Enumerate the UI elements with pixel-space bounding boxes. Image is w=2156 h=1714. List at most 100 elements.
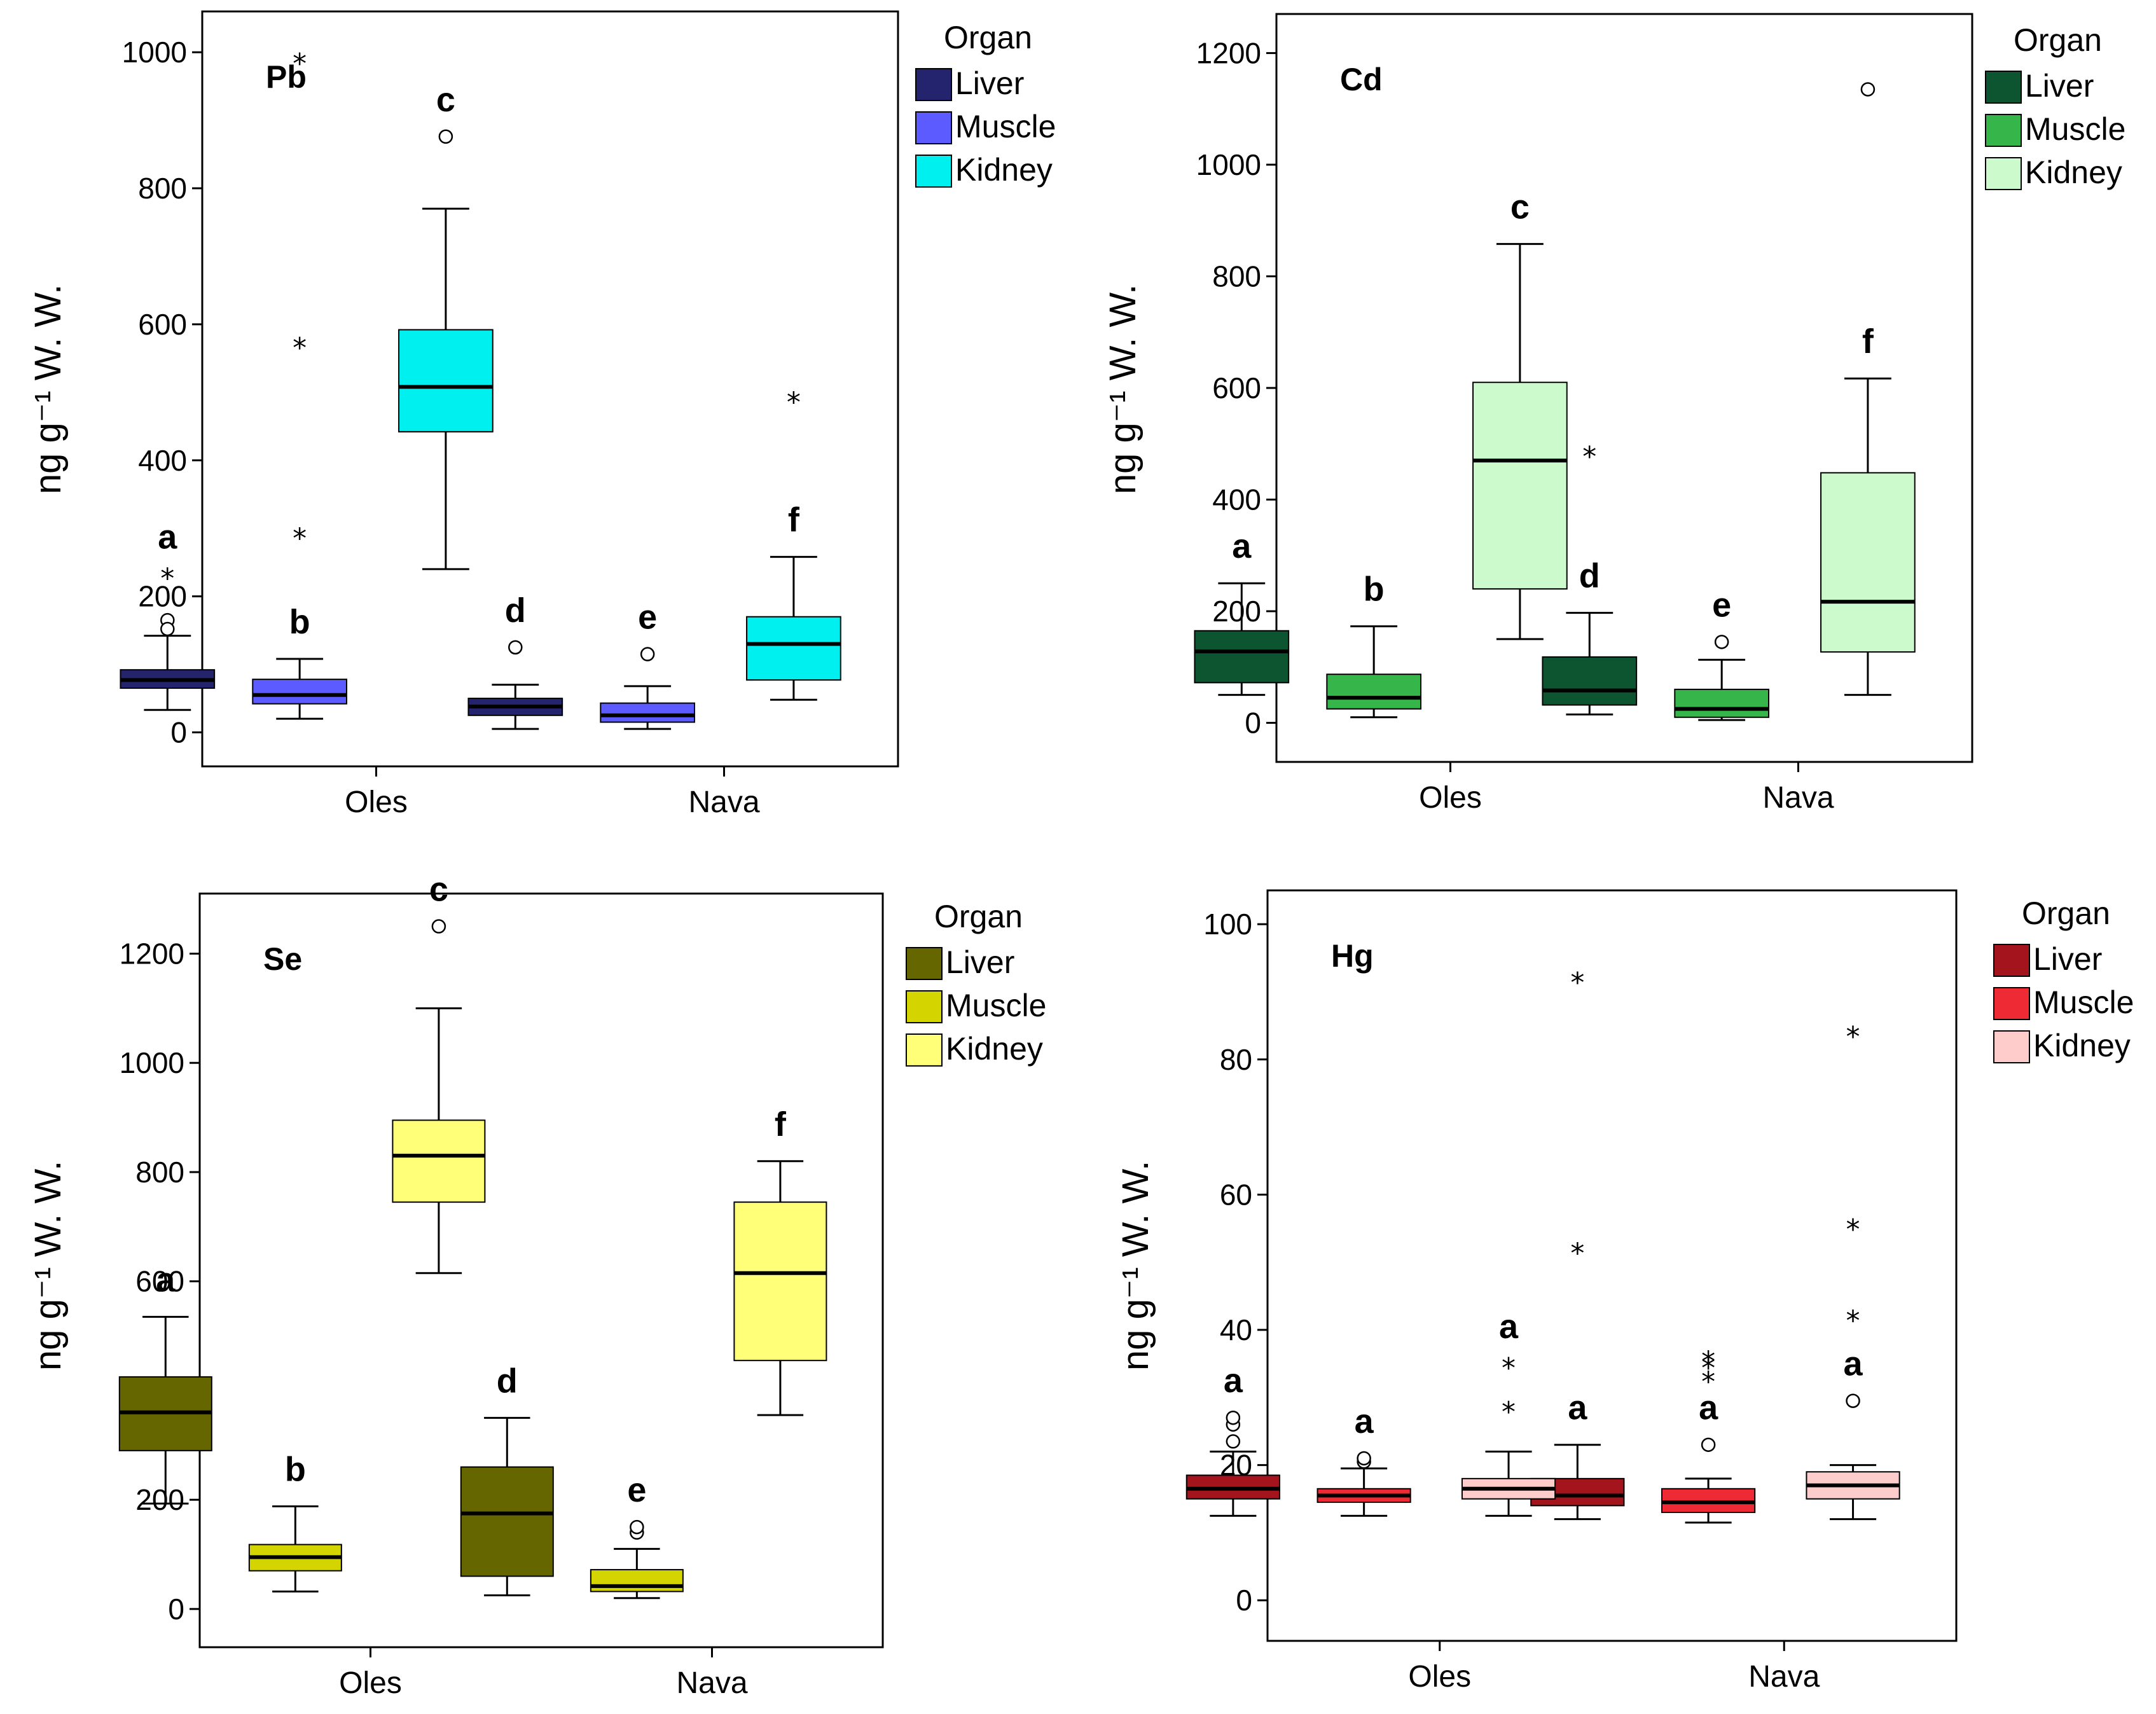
significance-letter: c: [429, 871, 448, 909]
y-tick-label: 800: [138, 172, 187, 205]
box-liver-oles: *a: [120, 518, 216, 711]
box-liver-nava: *d: [1542, 441, 1638, 715]
outlier-extreme: *: [1582, 441, 1596, 473]
legend-item-kidney: Kidney: [915, 152, 1053, 188]
outlier-extreme: *: [1502, 1352, 1516, 1385]
legend-item-liver: Liver: [1993, 941, 2102, 977]
y-tick-label: 1000: [1196, 148, 1261, 181]
legend-title: Organ: [2022, 895, 2110, 931]
outlier-circle: [1860, 82, 1876, 97]
legend-swatch: [1985, 157, 2022, 190]
box-iqr: [733, 1201, 827, 1362]
outlier-extreme: *: [1846, 1305, 1860, 1337]
legend: Organ Liver Muscle Kidney: [1993, 895, 2134, 1063]
legend-swatch: [915, 68, 952, 101]
y-tick-label: 1000: [120, 1046, 184, 1079]
significance-letter: a: [158, 518, 177, 556]
y-tick-label: 800: [135, 1156, 184, 1189]
significance-letter: b: [285, 1450, 306, 1488]
y-tick-label: 1200: [120, 937, 184, 970]
legend-title: Organ: [944, 20, 1032, 55]
legend-label: Kidney: [2025, 155, 2122, 190]
legend-label: Kidney: [946, 1031, 1043, 1067]
box-iqr: [590, 1569, 684, 1593]
outlier-extreme: *: [1846, 1021, 1860, 1053]
box-liver-nava: d: [467, 591, 563, 730]
panel-title: Hg: [1331, 938, 1374, 974]
legend-label: Liver: [2033, 941, 2102, 977]
legend-title: Organ: [2014, 22, 2102, 58]
legend-item-kidney: Kidney: [906, 1031, 1043, 1067]
legend-swatch: [1993, 987, 2030, 1020]
outlier-circle: [1846, 1393, 1860, 1408]
legend-label: Muscle: [955, 109, 1056, 144]
x-tick-label: Oles: [339, 1666, 402, 1700]
x-tick-label: Nava: [688, 785, 759, 819]
legend-item-muscle: Muscle: [1985, 111, 2125, 147]
legend-item-liver: Liver: [1985, 68, 2094, 104]
outlier-circle: [160, 621, 175, 637]
significance-letter: a: [1355, 1402, 1374, 1441]
legend-label: Muscle: [2033, 985, 2134, 1020]
box-muscle-oles: b: [248, 1450, 342, 1593]
box-kidney-nava: f: [733, 1105, 827, 1416]
legend-title: Organ: [934, 899, 1023, 934]
y-tick-label: 200: [138, 580, 187, 613]
significance-letter: f: [788, 501, 800, 539]
box-iqr: [460, 1466, 554, 1577]
y-tick-label: 100: [1203, 908, 1252, 941]
legend-item-muscle: Muscle: [906, 988, 1046, 1023]
outlier-extreme: *: [1701, 1365, 1715, 1398]
outlier-circle: [1714, 635, 1729, 649]
significance-letter: f: [775, 1105, 787, 1144]
y-tick-label: 1000: [122, 36, 187, 69]
x-tick-label: Nava: [676, 1666, 747, 1700]
legend: Organ Liver Muscle Kidney: [1985, 22, 2125, 190]
legend-label: Kidney: [2033, 1028, 2131, 1063]
box-muscle-nava: e: [600, 598, 696, 730]
box-kidney-nava: * * * a: [1806, 1021, 1900, 1521]
y-tick-label: 0: [170, 716, 187, 749]
box-iqr: [398, 329, 494, 432]
box-iqr: [1674, 688, 1770, 718]
legend-swatch: [1985, 71, 2022, 104]
outlier-extreme: *: [1846, 1213, 1860, 1246]
significance-letter: a: [156, 1261, 176, 1299]
legend-item-kidney: Kidney: [1993, 1028, 2131, 1063]
outlier-circle: [1357, 1451, 1371, 1466]
legend-label: Liver: [2025, 68, 2094, 104]
y-tick-label: 800: [1212, 259, 1261, 293]
box-iqr: [746, 616, 841, 681]
y-tick-label: 80: [1220, 1043, 1252, 1076]
y-tick-label: 200: [135, 1483, 184, 1516]
box-liver-oles: a: [1194, 527, 1290, 696]
significance-letter: d: [497, 1362, 518, 1400]
outlier-extreme: *: [293, 332, 307, 364]
box-iqr: [1472, 382, 1568, 590]
box-iqr: [1542, 656, 1638, 706]
box-kidney-nava: f: [1820, 82, 1916, 696]
x-tick-label: Oles: [345, 785, 408, 819]
box-iqr: [252, 679, 348, 705]
box-muscle-oles: b: [1326, 570, 1422, 719]
y-tick-label: 600: [135, 1265, 184, 1298]
box-iqr: [392, 1119, 486, 1203]
box-iqr: [1194, 630, 1290, 684]
legend-swatch: [906, 1033, 943, 1067]
box-kidney-oles: c: [392, 871, 486, 1275]
significance-letter: b: [1364, 570, 1385, 609]
plot-frame: [1266, 889, 1958, 1642]
y-tick-label: 60: [1220, 1178, 1252, 1211]
box-muscle-nava: ***a: [1661, 1346, 1756, 1524]
legend-label: Liver: [946, 944, 1014, 980]
y-tick-label: 600: [1212, 371, 1261, 404]
outlier-extreme: *: [160, 562, 174, 595]
outlier-extreme: *: [1570, 967, 1584, 999]
box-liver-oles: a: [118, 1261, 212, 1505]
significance-letter: a: [1232, 527, 1252, 565]
legend-label: Muscle: [946, 988, 1046, 1023]
outlier-circle: [1226, 1410, 1241, 1425]
